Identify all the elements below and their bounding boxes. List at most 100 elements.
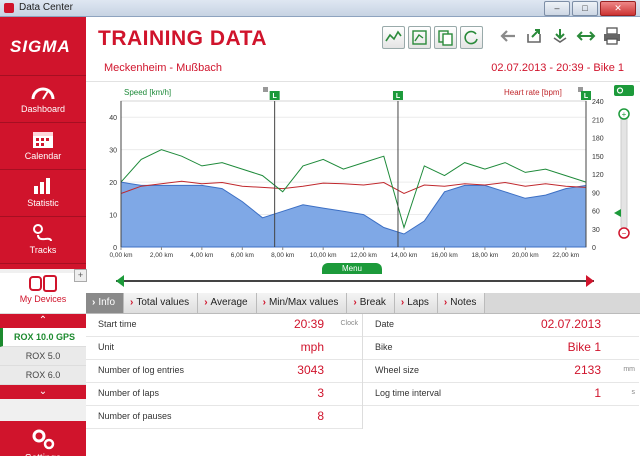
device-item[interactable]: ROX 6.0 [0, 366, 86, 385]
close-button[interactable]: ✕ [600, 1, 636, 16]
x-axis-tick-label: 22,00 km [552, 252, 579, 259]
gear-icon [32, 429, 55, 450]
zoom-slider-handle[interactable] [614, 209, 621, 217]
sigma-logo: SIGMA [0, 17, 86, 76]
maximize-button[interactable]: □ [572, 1, 598, 16]
right-axis-ticks: 0 30 60 90 120 150 180 210 240 [592, 99, 604, 252]
zoom-out-button[interactable] [618, 227, 630, 239]
x-axis-ticks: 0,00 km 2,00 km 4,00 km 6,00 km 8,00 km 10,00… [109, 247, 579, 259]
my-devices-header[interactable]: My Devices [0, 273, 86, 314]
info-row-log-interval: Log time interval 1 s [363, 383, 639, 406]
graph-icon [385, 30, 402, 42]
sync-button[interactable] [576, 26, 596, 46]
range-start-handle[interactable] [116, 275, 124, 287]
add-device-button[interactable]: + [74, 269, 87, 282]
device-item[interactable]: ROX 10.0 GPS [0, 328, 86, 347]
minimize-button[interactable]: – [544, 1, 570, 16]
info-row-laps: Number of laps 3 [86, 383, 362, 406]
sidebar-label-calendar: Calendar [24, 151, 62, 161]
action-toolbar [498, 26, 622, 46]
sidebar-item-statistic[interactable]: Statistic [0, 170, 86, 217]
tab-info[interactable]: Info [86, 293, 125, 313]
right-axis-tick-label: 0 [592, 245, 596, 252]
tab-average[interactable]: Average [198, 293, 257, 313]
my-devices-label: My Devices [19, 294, 67, 304]
back-arrow-icon [500, 30, 515, 42]
zoom-in-button[interactable] [618, 108, 630, 120]
tab-min-max-values[interactable]: Min/Max values [256, 293, 348, 313]
x-axis-tick-label: 0,00 km [109, 252, 132, 259]
left-axis-tick-label: 30 [109, 148, 117, 155]
right-axis-tick-label: 120 [592, 172, 604, 179]
split-view-button[interactable] [434, 26, 457, 49]
sidebar-item-settings[interactable]: Settings [0, 421, 86, 473]
info-panel: Start time 20:39 Clock Unit mph Number of l… [86, 314, 640, 456]
back-button[interactable] [498, 26, 518, 46]
info-value: 8 [317, 409, 324, 423]
x-axis-tick-label: 12,00 km [350, 252, 377, 259]
printer-icon [604, 27, 620, 45]
tab-notes[interactable]: Notes [437, 293, 486, 313]
sidebar-item-calendar[interactable]: Calendar [0, 123, 86, 170]
sidebar: SIGMA Dashboard Calendar Statistic Track… [0, 17, 87, 464]
tab-break[interactable]: Break [347, 293, 395, 313]
training-chart-svg[interactable]: 0,00 km 2,00 km 4,00 km 6,00 km 8,00 km 10,00… [86, 83, 640, 259]
sidebar-item-tracks[interactable]: Tracks [0, 217, 86, 264]
x-axis-tick-label: 14,00 km [391, 252, 418, 259]
chart-series-heart-rate-line [120, 180, 587, 195]
chart-gear-icon [616, 87, 624, 94]
menu-toggle[interactable]: Menu [322, 263, 382, 274]
chart-series-speed-line [120, 149, 587, 230]
info-key: Wheel size [375, 365, 420, 375]
map-icon [412, 30, 427, 45]
info-row-start-time: Start time 20:39 Clock [86, 314, 362, 337]
window-titlebar: Data Center – □ ✕ [0, 0, 640, 17]
training-date-info: 02.07.2013 - 20:39 - Bike 1 [491, 62, 624, 74]
print-button[interactable] [602, 26, 622, 46]
lap-marker-badge [392, 91, 403, 100]
lap-marker-label: L [584, 93, 589, 100]
import-icon [553, 29, 567, 43]
right-axis-tick-label: 210 [592, 117, 604, 124]
range-selector[interactable] [116, 274, 594, 288]
sidebar-label-tracks: Tracks [29, 245, 57, 255]
device-item[interactable]: ROX 5.0 [0, 347, 86, 366]
tab-laps[interactable]: Laps [394, 293, 438, 313]
bar-chart-icon [34, 178, 50, 194]
zoom-slider-track[interactable] [620, 112, 628, 230]
range-track [116, 280, 594, 282]
tab-total-values[interactable]: Total values [124, 293, 199, 313]
right-axis-tick-label: 150 [592, 154, 604, 161]
info-row-bike: Bike Bike 1 [363, 337, 639, 360]
map-view-button[interactable] [408, 26, 431, 49]
detail-tabs: Info Total values Average Min/Max values… [86, 293, 640, 314]
export-button[interactable] [524, 26, 544, 46]
graph-view-button[interactable] [382, 26, 405, 49]
left-axis-dropdown-icon[interactable] [263, 87, 268, 92]
range-end-handle[interactable] [586, 275, 594, 287]
right-axis-dropdown-icon[interactable] [578, 87, 583, 92]
info-value: 3 [317, 386, 324, 400]
speedometer-icon [31, 87, 55, 100]
zoom-out-icon: − [622, 229, 627, 238]
left-axis-tick-label: 20 [109, 180, 117, 187]
right-axis-tick-label: 60 [592, 209, 600, 216]
chart-series-altitude-area [120, 181, 587, 248]
right-axis-label: Heart rate [bpm] [504, 88, 562, 97]
right-axis-tick-label: 240 [592, 99, 604, 106]
x-axis-tick-label: 8,00 km [271, 252, 294, 259]
import-button[interactable] [550, 26, 570, 46]
lap-marker-label: L [396, 93, 401, 100]
route-name: Meckenheim - Mußbach [104, 62, 222, 74]
info-value: Bike 1 [567, 340, 601, 354]
info-column-left: Start time 20:39 Clock Unit mph Number of l… [86, 314, 363, 429]
lap-view-button[interactable] [460, 26, 483, 49]
info-key: Start time [98, 319, 137, 329]
devices-scroll-up-button[interactable]: ⌃ [0, 314, 86, 328]
info-value: 20:39 [293, 317, 324, 331]
info-unit: Clock [340, 320, 358, 327]
devices-scroll-down-button[interactable]: ⌄ [0, 385, 86, 399]
training-chart[interactable]: 0,00 km 2,00 km 4,00 km 6,00 km 8,00 km 10,00… [86, 83, 640, 259]
sidebar-item-dashboard[interactable]: Dashboard [0, 76, 86, 123]
